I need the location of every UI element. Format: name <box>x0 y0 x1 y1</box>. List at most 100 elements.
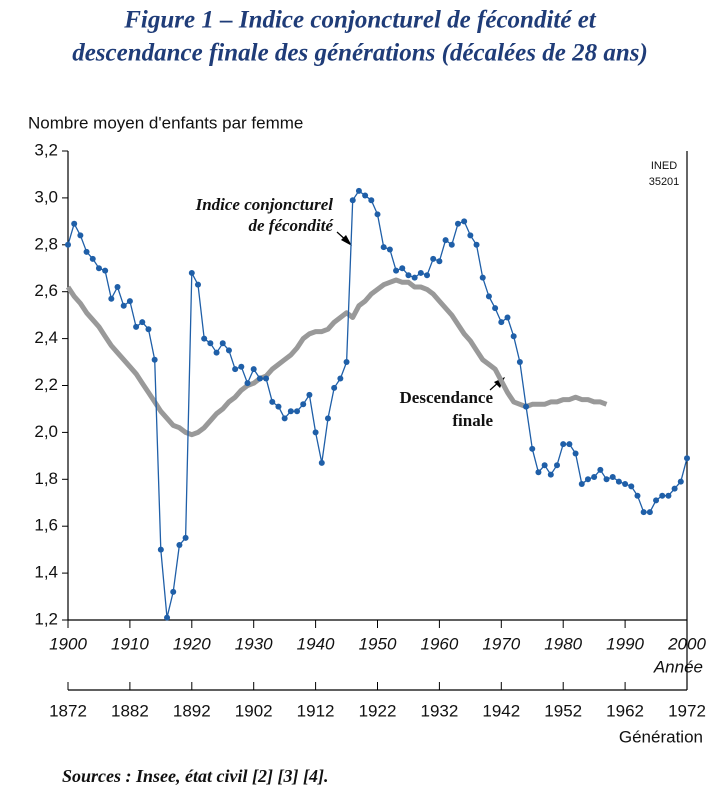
data-point <box>120 302 127 309</box>
data-point <box>114 284 121 291</box>
data-point <box>182 534 189 541</box>
x-tick-label: 1900 <box>49 634 87 653</box>
y-axis-label: Nombre moyen d'enfants par femme <box>28 113 303 132</box>
data-point <box>380 244 387 251</box>
data-point <box>547 471 554 478</box>
data-point <box>281 415 288 422</box>
data-point <box>554 462 561 469</box>
data-point <box>374 211 381 218</box>
data-point <box>269 398 276 405</box>
data-point <box>201 335 208 342</box>
data-point <box>188 269 195 276</box>
data-point <box>523 403 530 410</box>
annotation: Descendance <box>400 388 494 407</box>
x2-tick-label: 1952 <box>544 701 582 720</box>
data-point <box>454 220 461 227</box>
data-point <box>399 265 406 272</box>
x-tick-label: 1980 <box>544 634 582 653</box>
x2-tick-label: 1902 <box>235 701 273 720</box>
data-point <box>337 375 344 382</box>
data-point <box>572 450 579 457</box>
y-tick-label: 1,6 <box>34 516 58 535</box>
data-point <box>653 497 660 504</box>
series-line <box>65 277 608 438</box>
data-point <box>461 218 468 225</box>
data-point <box>417 269 424 276</box>
chart-title: descendance finale des générations (déca… <box>72 40 648 67</box>
y-tick-label: 2,6 <box>34 281 58 300</box>
data-point <box>362 192 369 199</box>
data-point <box>219 340 226 347</box>
data-point <box>393 267 400 274</box>
x2-tick-label: 1872 <box>49 701 87 720</box>
x2-tick-label: 1912 <box>297 701 335 720</box>
data-point <box>250 366 257 373</box>
data-point <box>213 349 220 356</box>
data-point <box>659 492 666 499</box>
y-tick-label: 2,4 <box>34 328 58 347</box>
data-point <box>597 466 604 473</box>
data-point <box>89 255 96 262</box>
data-point <box>331 384 338 391</box>
y-tick-label: 3,0 <box>34 187 58 206</box>
y-tick-label: 2,2 <box>34 375 58 394</box>
data-point <box>170 588 177 595</box>
data-point <box>287 408 294 415</box>
data-point <box>83 248 90 255</box>
x-tick-label: 2000 <box>667 634 706 653</box>
data-point <box>498 319 505 326</box>
data-point <box>603 476 610 483</box>
annotation: finale <box>452 411 493 430</box>
x-tick-label: 1930 <box>235 634 273 653</box>
data-point <box>584 476 591 483</box>
data-point <box>207 340 214 347</box>
data-point <box>541 462 548 469</box>
x-tick-label: 1910 <box>111 634 149 653</box>
data-point <box>609 473 616 480</box>
y-tick-label: 2,0 <box>34 422 58 441</box>
x-tick-label: 1960 <box>420 634 458 653</box>
x-tick-label: 1970 <box>482 634 520 653</box>
data-point <box>529 445 536 452</box>
x-axis-label: Année <box>653 657 703 676</box>
x-tick-label: 1950 <box>359 634 397 653</box>
x-tick-label: 1920 <box>173 634 211 653</box>
arrow-head <box>341 235 352 246</box>
data-point <box>430 255 437 262</box>
x-tick-label: 1990 <box>606 634 644 653</box>
data-point <box>65 241 71 248</box>
data-point <box>535 469 542 476</box>
data-point <box>646 509 653 516</box>
data-point <box>492 305 499 312</box>
x2-tick-label: 1932 <box>420 701 458 720</box>
source: Sources : Insee, état civil [2] [3] [4]. <box>62 766 328 786</box>
data-point <box>157 546 164 553</box>
data-point <box>516 359 523 366</box>
data-point <box>566 441 573 448</box>
data-point <box>485 293 492 300</box>
y-tick-label: 1,8 <box>34 469 58 488</box>
data-point <box>294 408 301 415</box>
data-point <box>560 441 567 448</box>
data-point <box>244 380 251 387</box>
data-point <box>145 326 152 333</box>
data-point <box>275 403 282 410</box>
data-point <box>442 237 449 244</box>
data-point <box>355 187 362 194</box>
data-point <box>510 333 517 340</box>
data-point <box>677 478 684 485</box>
data-point <box>318 459 325 466</box>
annotation: de fécondité <box>249 216 335 235</box>
data-point <box>448 241 455 248</box>
x2-axis-label: Génération <box>619 727 703 746</box>
data-point <box>133 323 140 330</box>
data-point <box>368 197 375 204</box>
data-point <box>615 478 622 485</box>
data-point <box>436 258 443 265</box>
data-point <box>176 541 183 548</box>
data-point <box>405 272 412 279</box>
annotation: 35201 <box>649 176 680 188</box>
data-point <box>386 246 393 253</box>
x2-tick-label: 1922 <box>359 701 397 720</box>
